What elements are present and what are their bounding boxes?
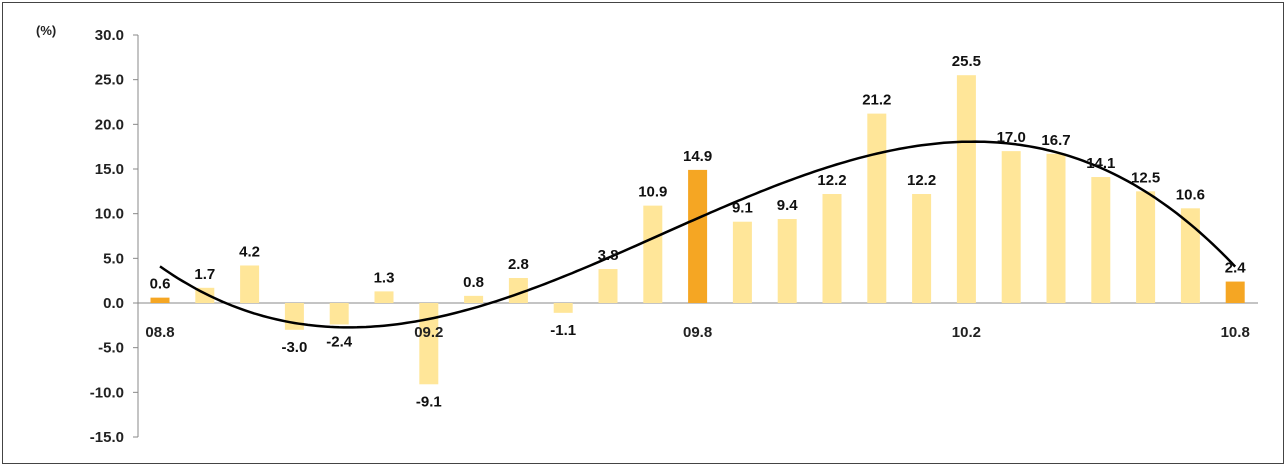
y-tick-label: 25.0 xyxy=(95,72,124,89)
bar xyxy=(508,277,528,303)
data-label: 21.2 xyxy=(862,92,891,109)
y-tick-label: 5.0 xyxy=(103,250,124,267)
bar xyxy=(1001,151,1021,303)
trend-line-path xyxy=(159,140,1237,329)
data-label: 9.4 xyxy=(777,197,799,214)
y-unit-label: (%) xyxy=(36,23,56,38)
bar xyxy=(867,113,887,303)
data-label: 10.9 xyxy=(638,184,667,201)
data-label: -3.0 xyxy=(281,339,307,356)
data-label: 10.6 xyxy=(1176,186,1205,203)
data-label: 1.7 xyxy=(194,266,215,283)
bar xyxy=(956,75,976,303)
data-label: -1.1 xyxy=(550,322,576,339)
bar xyxy=(464,295,484,303)
bar xyxy=(643,205,663,303)
data-label: 0.6 xyxy=(150,276,171,293)
data-label: 1.3 xyxy=(374,269,395,286)
y-tick-label: 0.0 xyxy=(103,295,124,312)
data-label: 17.0 xyxy=(997,129,1026,146)
y-tick-label: -10.0 xyxy=(90,384,124,401)
data-label: 14.9 xyxy=(683,148,712,165)
data-label: 2.4 xyxy=(1225,260,1247,277)
data-labels: 0.6 1.7 4.2 -3.0 -2.4 1.3 -9.1 0.8 2.8 -1.1 3.8 10.… xyxy=(150,53,1247,410)
y-tick-label: 30.0 xyxy=(95,27,124,44)
y-tick-label: 15.0 xyxy=(95,161,124,178)
bar xyxy=(240,265,260,303)
bar xyxy=(912,194,932,303)
x-tick-label: 09.2 xyxy=(414,324,443,341)
bar xyxy=(1046,153,1066,303)
bar xyxy=(553,303,573,313)
data-label: -9.1 xyxy=(416,393,442,410)
y-tick-label: 20.0 xyxy=(95,116,124,133)
bar xyxy=(1225,281,1245,303)
data-label: 12.2 xyxy=(817,172,846,189)
data-label: 4.2 xyxy=(239,243,260,260)
bar xyxy=(419,303,439,385)
y-tick-label: 10.0 xyxy=(95,206,124,223)
data-label: 12.2 xyxy=(907,172,936,189)
bar xyxy=(374,291,394,303)
data-label: -2.4 xyxy=(326,333,353,350)
bar xyxy=(284,303,304,330)
bars xyxy=(150,75,1245,385)
x-tick-label: 08.8 xyxy=(145,324,174,341)
data-label: 9.1 xyxy=(732,200,753,217)
x-axis-labels: 08.8 09.2 09.8 10.2 10.8 xyxy=(145,324,1249,341)
bar xyxy=(1180,208,1200,303)
bar xyxy=(732,221,752,303)
bar xyxy=(329,303,349,325)
bar xyxy=(822,194,842,303)
bar xyxy=(598,269,618,303)
x-tick-label: 09.8 xyxy=(683,324,712,341)
x-tick-label: 10.2 xyxy=(952,324,981,341)
data-label: 12.5 xyxy=(1131,169,1160,186)
y-tick-label: -5.0 xyxy=(98,340,124,357)
y-axis: 30.0 25.0 20.0 15.0 10.0 5.0 0.0 -5.0 -10.0 -15.0 xyxy=(90,27,1258,446)
bar xyxy=(777,219,797,303)
trend-line xyxy=(159,140,1237,329)
data-label: 2.8 xyxy=(508,256,529,273)
data-label: 14.1 xyxy=(1086,155,1115,172)
data-label: 3.8 xyxy=(598,247,619,264)
data-label: 16.7 xyxy=(1041,132,1070,149)
x-tick-label: 10.8 xyxy=(1221,324,1250,341)
bar xyxy=(150,297,170,303)
bar xyxy=(1136,191,1156,303)
bar xyxy=(1091,177,1111,303)
data-label: 25.5 xyxy=(952,53,981,70)
bar xyxy=(688,169,708,303)
data-label: 0.8 xyxy=(463,274,484,291)
y-tick-label: -15.0 xyxy=(90,429,124,446)
